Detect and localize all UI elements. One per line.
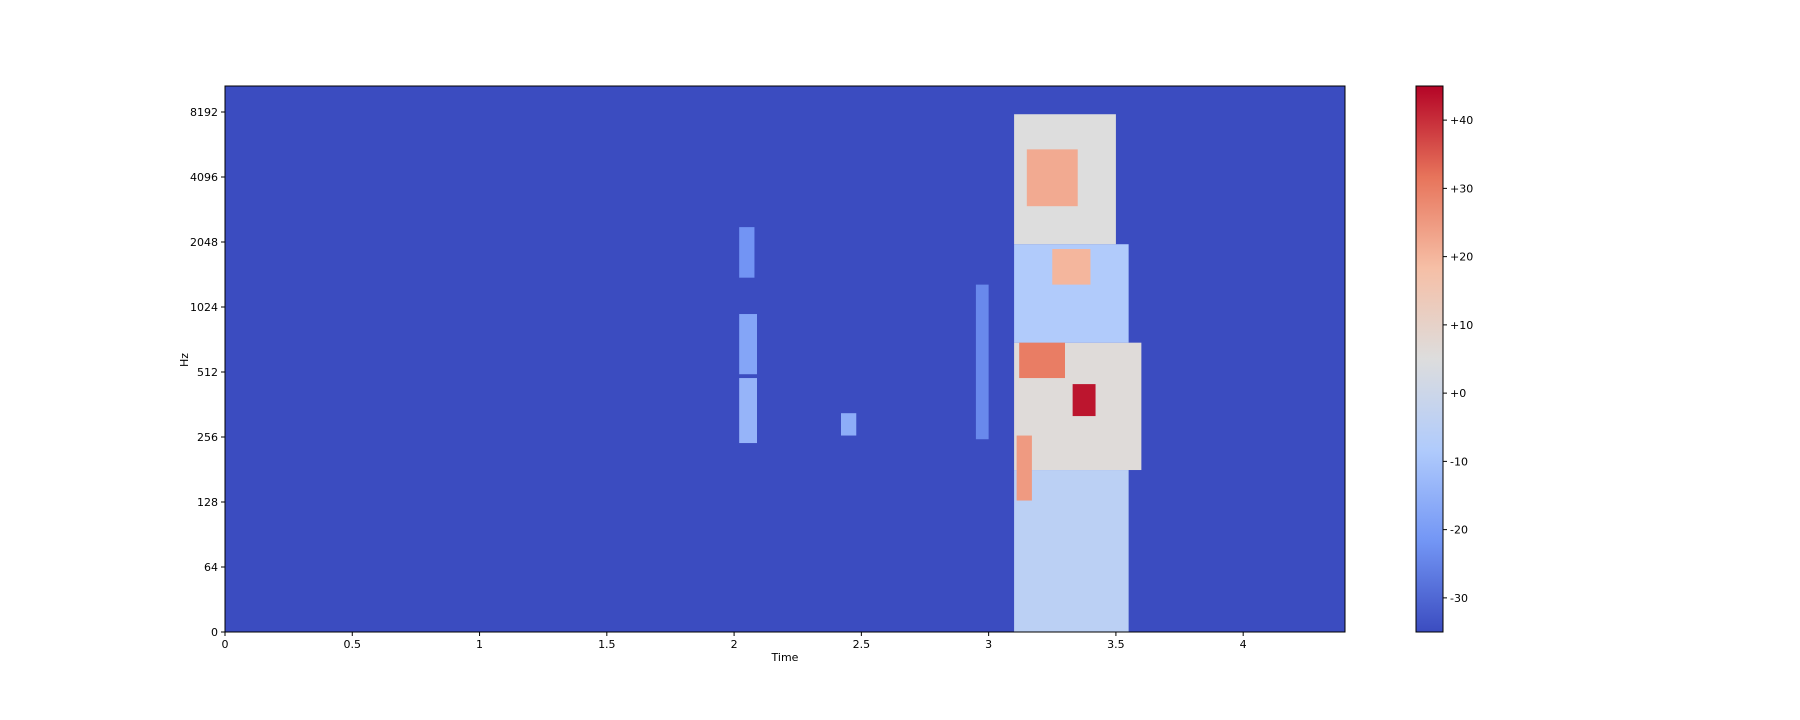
heat-region: [841, 413, 857, 436]
y-axis-label: Hz: [178, 353, 191, 367]
heat-region: [1072, 384, 1096, 417]
colorbar-tick-label: -30: [1450, 592, 1468, 605]
x-tick-label: 1.5: [598, 638, 616, 651]
y-tick-label: 2048: [190, 236, 218, 249]
heat-region: [1052, 249, 1091, 285]
y-tick-label: 512: [197, 366, 218, 379]
heat-region: [1019, 342, 1065, 379]
x-tick-label: 0: [222, 638, 229, 651]
x-axis-label: Time: [771, 651, 799, 664]
y-tick-label: 0: [211, 626, 218, 639]
x-tick-label: 3: [985, 638, 992, 651]
heat-region: [739, 378, 757, 444]
colorbar-tick-label: +20: [1450, 251, 1473, 264]
y-tick-label: 256: [197, 431, 218, 444]
x-axis: 0 0.5 1 1.5 2 2.5 3 3.5 4: [222, 632, 1247, 651]
y-tick-label: 128: [197, 496, 218, 509]
colorbar-tick-label: +0: [1450, 387, 1466, 400]
colorbar-tick-label: -20: [1450, 524, 1468, 537]
heatmap-cells: [739, 114, 1142, 632]
heat-region: [975, 284, 989, 440]
y-axis: 0 64 128 256 512 1024 2048 4096 8192: [190, 106, 225, 639]
colorbar: [1415, 85, 1444, 633]
heat-region: [1026, 149, 1078, 207]
colorbar-tick-label: -10: [1450, 455, 1468, 468]
y-tick-label: 8192: [190, 106, 218, 119]
heat-region: [739, 227, 755, 278]
y-tick-label: 1024: [190, 301, 218, 314]
heat-region: [1014, 470, 1129, 632]
y-tick-label: 4096: [190, 171, 218, 184]
x-tick-label: 0.5: [344, 638, 362, 651]
heat-region: [739, 314, 757, 375]
x-tick-label: 1: [476, 638, 483, 651]
colorbar-ticks: -30 -20 -10 +0 +10 +20 +30 +40: [1443, 114, 1473, 605]
colorbar-tick-label: +30: [1450, 182, 1473, 195]
colorbar-tick-label: +40: [1450, 114, 1473, 127]
x-tick-label: 2: [731, 638, 738, 651]
plot-area: [225, 86, 1345, 632]
x-tick-label: 4: [1240, 638, 1247, 651]
colorbar-tick-label: +10: [1450, 319, 1473, 332]
y-tick-label: 64: [204, 561, 218, 574]
x-tick-label: 2.5: [853, 638, 871, 651]
x-tick-label: 3.5: [1107, 638, 1125, 651]
heat-region: [1016, 435, 1032, 501]
plot-frame: [224, 85, 1346, 633]
